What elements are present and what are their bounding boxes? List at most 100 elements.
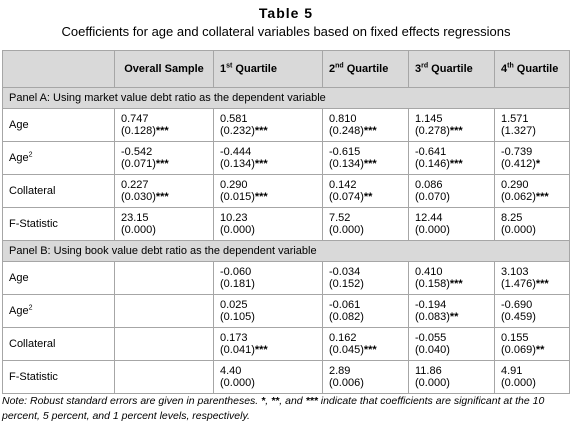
standard-error: (0.134)*** <box>329 158 377 170</box>
coefficient: 0.162 <box>329 332 357 344</box>
standard-error: (0.000) <box>220 224 255 236</box>
table-cell <box>114 360 214 394</box>
header-q2: 2nd Quartile <box>322 50 409 88</box>
coefficient: 1.145 <box>415 113 443 125</box>
standard-error: (0.181) <box>220 278 255 290</box>
table-cell: 0.086 (0.070) <box>408 174 495 208</box>
coefficient: -0.641 <box>415 146 447 158</box>
coefficient: 7.52 <box>329 212 351 224</box>
coefficient: 12.44 <box>415 212 443 224</box>
standard-error: (0.062)*** <box>501 191 549 203</box>
standard-error: (0.105) <box>220 311 255 323</box>
coefficient: 0.227 <box>121 179 149 191</box>
table-cell: 10.23 (0.000) <box>213 207 323 241</box>
coefficient: 23.15 <box>121 212 149 224</box>
row-label: Collateral <box>2 327 115 361</box>
table-row: F-Statistic 4.40 (0.000) 2.89 (0.006) 11.86 (0… <box>2 360 570 394</box>
table-cell: -0.444 (0.134)*** <box>213 141 323 175</box>
coefficient: 0.810 <box>329 113 357 125</box>
standard-error: (0.278)*** <box>415 125 463 137</box>
table-cell: -0.060 (0.181) <box>213 261 323 295</box>
standard-error: (0.045)*** <box>329 344 377 356</box>
standard-error: (0.248)*** <box>329 125 377 137</box>
panel-a-header: Panel A: Using market value debt ratio a… <box>2 87 570 109</box>
coefficient: 0.410 <box>415 266 443 278</box>
table-cell: -0.615 (0.134)*** <box>322 141 409 175</box>
significance-stars: *** <box>254 344 268 356</box>
table-cell: 0.025 (0.105) <box>213 294 323 328</box>
significance-stars: *** <box>449 125 463 137</box>
table-cell: 4.91 (0.000) <box>494 360 570 394</box>
table-row: Age2 0.025 (0.105) -0.061 (0.082) -0.194 (0.08… <box>2 294 570 328</box>
standard-error: (0.000) <box>415 224 450 236</box>
standard-error: (0.082) <box>329 311 364 323</box>
table-cell: 0.810 (0.248)*** <box>322 108 409 142</box>
table-title: Table 5 <box>258 5 314 21</box>
standard-error: (1.476)*** <box>501 278 549 290</box>
table-cell: 8.25 (0.000) <box>494 207 570 241</box>
table-cell: 0.290 (0.062)*** <box>494 174 570 208</box>
standard-error: (0.083)** <box>415 311 459 323</box>
significance-stars: ** <box>449 311 459 323</box>
table-cell: 0.173 (0.041)*** <box>213 327 323 361</box>
standard-error: (1.327) <box>501 125 536 137</box>
table-cell <box>114 261 214 295</box>
table-cell: -0.034 (0.152) <box>322 261 409 295</box>
standard-error: (0.074)** <box>329 191 373 203</box>
table-row: Age2 -0.542 (0.071)*** -0.444 (0.134)*** -0.6… <box>2 141 570 175</box>
panel-title: Panel A: Using market value debt ratio a… <box>2 87 570 109</box>
table-row: Collateral 0.227 (0.030)*** 0.290 (0.015)***… <box>2 174 570 208</box>
table-cell: 3.103 (1.476)*** <box>494 261 570 295</box>
coefficient: 0.025 <box>220 299 248 311</box>
significance-stars: *** <box>449 278 463 290</box>
table-cell: 11.86 (0.000) <box>408 360 495 394</box>
significance-stars: *** <box>254 125 268 137</box>
coefficient: 0.581 <box>220 113 248 125</box>
table-row: Collateral 0.173 (0.041)*** 0.162 (0.045)***… <box>2 327 570 361</box>
standard-error: (0.000) <box>220 377 255 389</box>
coefficient: 4.91 <box>501 365 523 377</box>
coefficient: 3.103 <box>501 266 529 278</box>
table-cell: 1.571 (1.327) <box>494 108 570 142</box>
significance-stars: *** <box>254 158 268 170</box>
table-cell: 0.155 (0.069)** <box>494 327 570 361</box>
table-cell <box>114 294 214 328</box>
row-label: Age <box>2 108 115 142</box>
standard-error: (0.041)*** <box>220 344 268 356</box>
coefficient: 0.142 <box>329 179 357 191</box>
significance-stars: *** <box>363 158 377 170</box>
coefficient: -0.739 <box>501 146 533 158</box>
standard-error: (0.070) <box>415 191 450 203</box>
standard-error: (0.232)*** <box>220 125 268 137</box>
table-cell: -0.542 (0.071)*** <box>114 141 214 175</box>
table-cell: 1.145 (0.278)*** <box>408 108 495 142</box>
table-note: Note: Robust standard errors are given i… <box>2 395 545 422</box>
standard-error: (0.459) <box>501 311 536 323</box>
table-cell: -0.641 (0.146)*** <box>408 141 495 175</box>
significance-stars: *** <box>155 158 169 170</box>
standard-error: (0.071)*** <box>121 158 169 170</box>
row-label: Age <box>2 261 115 295</box>
significance-stars: *** <box>155 191 169 203</box>
standard-error: (0.015)*** <box>220 191 268 203</box>
table-cell: 0.581 (0.232)*** <box>213 108 323 142</box>
table-cell: -0.194 (0.083)** <box>408 294 495 328</box>
standard-error: (0.128)*** <box>121 125 169 137</box>
coefficient: -0.690 <box>501 299 533 311</box>
standard-error: (0.000) <box>329 224 364 236</box>
coefficient: 0.173 <box>220 332 248 344</box>
panel-title: Panel B: Using book value debt ratio as … <box>2 240 570 262</box>
coefficient: -0.061 <box>329 299 361 311</box>
table-cell: 0.142 (0.074)** <box>322 174 409 208</box>
header-q1: 1st Quartile <box>213 50 323 88</box>
coefficient: -0.542 <box>121 146 153 158</box>
coefficient: -0.444 <box>220 146 252 158</box>
coefficient: 0.155 <box>501 332 529 344</box>
significance-stars: *** <box>363 344 377 356</box>
standard-error: (0.006) <box>329 377 364 389</box>
coefficient: -0.194 <box>415 299 447 311</box>
table-cell: 4.40 (0.000) <box>213 360 323 394</box>
coefficient: -0.615 <box>329 146 361 158</box>
table-cell: 23.15 (0.000) <box>114 207 214 241</box>
table-row: Age 0.747 (0.128)*** 0.581 (0.232)*** 0.810 (0… <box>2 108 570 142</box>
